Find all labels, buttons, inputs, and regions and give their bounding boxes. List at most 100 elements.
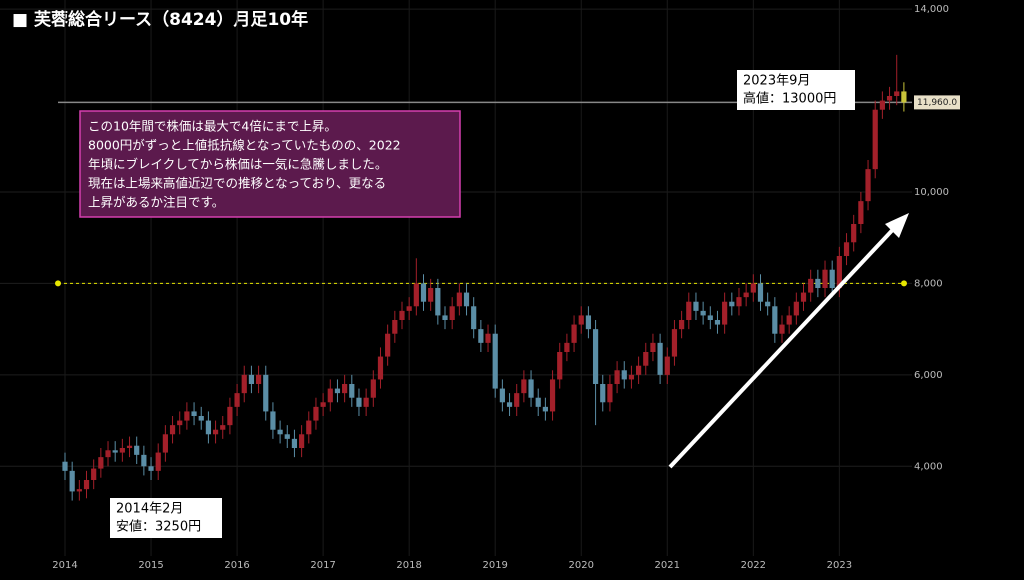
y-tick-label: 14,000 bbox=[914, 4, 949, 15]
candle-body bbox=[83, 480, 90, 490]
candle-body bbox=[62, 461, 68, 471]
candle-body bbox=[148, 466, 154, 471]
y-tick-label: 4,000 bbox=[914, 461, 943, 472]
candle-body bbox=[757, 283, 764, 302]
candle-body bbox=[420, 283, 427, 302]
candle-body bbox=[299, 434, 305, 448]
high-note-box bbox=[737, 70, 855, 110]
low-note-line: 2014年2月 bbox=[116, 502, 183, 517]
candle-body bbox=[836, 256, 842, 288]
x-tick-label: 2022 bbox=[741, 560, 766, 571]
note-line: この10年間で株価は最大で4倍にまで上昇。 bbox=[88, 119, 337, 134]
candle-body bbox=[743, 292, 749, 298]
candle-body bbox=[578, 315, 584, 325]
candle-body bbox=[549, 379, 556, 412]
candle-body bbox=[585, 315, 592, 330]
x-tick-label: 2019 bbox=[482, 560, 507, 571]
note-line: 現在は上場来高値近辺での推移となっており、更なる bbox=[88, 176, 386, 191]
candle-body bbox=[535, 397, 541, 407]
candle-body bbox=[248, 374, 255, 384]
candle-body bbox=[471, 306, 477, 330]
candle-body bbox=[349, 384, 355, 398]
price-label-box bbox=[914, 95, 960, 110]
candle-body bbox=[155, 452, 161, 471]
arrow-head bbox=[885, 213, 909, 238]
candle-body bbox=[707, 315, 713, 320]
candle-body bbox=[736, 297, 742, 307]
candle-body bbox=[220, 425, 226, 430]
candle-body bbox=[263, 374, 269, 412]
candle-body bbox=[750, 283, 756, 293]
x-tick-label: 2016 bbox=[224, 560, 249, 571]
candle-body bbox=[442, 315, 448, 320]
candle-body bbox=[227, 406, 233, 426]
candle-body bbox=[772, 306, 778, 334]
candle-body bbox=[212, 429, 219, 435]
candle-body bbox=[141, 454, 147, 467]
candle-body bbox=[729, 301, 735, 307]
candle-body bbox=[306, 420, 312, 435]
candle-body bbox=[492, 333, 498, 389]
candle-body bbox=[571, 324, 577, 343]
candle-body bbox=[234, 393, 240, 407]
candle-body bbox=[284, 434, 290, 439]
candle-body bbox=[485, 333, 491, 343]
candle-body bbox=[334, 388, 341, 394]
candle-body bbox=[700, 310, 706, 316]
candle-body bbox=[363, 397, 369, 407]
candle-body bbox=[779, 324, 785, 334]
candle-body bbox=[793, 301, 799, 316]
high-note-line: 高値：13000円 bbox=[743, 91, 836, 107]
candle-body bbox=[557, 352, 563, 380]
x-tick-label: 2014 bbox=[52, 560, 77, 571]
candle-body bbox=[435, 288, 441, 316]
candle-body bbox=[664, 356, 670, 375]
x-tick-label: 2015 bbox=[138, 560, 163, 571]
candle-body bbox=[514, 393, 520, 407]
candle-body bbox=[851, 224, 857, 243]
x-tick-label: 2017 bbox=[310, 560, 335, 571]
candle-body bbox=[679, 320, 685, 330]
y-tick-label: 6,000 bbox=[914, 370, 943, 381]
candle-body bbox=[177, 420, 183, 426]
candle-body bbox=[320, 402, 326, 407]
candle-body bbox=[528, 379, 534, 398]
candle-body bbox=[686, 301, 692, 320]
x-tick-label: 2021 bbox=[655, 560, 680, 571]
candle-body bbox=[184, 411, 190, 421]
candle-body bbox=[800, 292, 807, 302]
candle-body bbox=[428, 288, 434, 302]
candle-body bbox=[657, 342, 663, 375]
candle-body bbox=[478, 329, 484, 343]
note-line: 8000円がずっと上値抵抗線となっていたものの、2022 bbox=[88, 138, 401, 153]
candle-body bbox=[105, 450, 111, 458]
candle-body bbox=[815, 278, 821, 288]
candle-body bbox=[76, 489, 82, 492]
candle-body bbox=[456, 292, 462, 307]
candle-body bbox=[385, 333, 391, 357]
candle-body bbox=[650, 342, 656, 352]
candle-body bbox=[542, 406, 548, 412]
candle-body bbox=[621, 370, 627, 380]
candle-body bbox=[356, 397, 362, 407]
candle-body bbox=[628, 374, 635, 380]
candle-body bbox=[499, 388, 505, 403]
candle-body bbox=[370, 379, 376, 398]
candle-body bbox=[808, 278, 814, 293]
candle-body bbox=[607, 384, 613, 403]
x-tick-label: 2018 bbox=[396, 560, 421, 571]
candle-body bbox=[119, 448, 125, 453]
candle-body bbox=[91, 468, 97, 480]
candle-body bbox=[291, 438, 298, 448]
y-tick-label: 8,000 bbox=[914, 278, 943, 289]
candle-body bbox=[162, 434, 168, 453]
candle-body bbox=[169, 425, 176, 435]
candle-body bbox=[277, 429, 283, 435]
chart-title: ■ 芙蓉総合リース（8424）月足10年 bbox=[12, 9, 308, 30]
candle-body bbox=[327, 388, 333, 403]
candle-body bbox=[901, 91, 907, 103]
candle-body bbox=[879, 100, 885, 110]
candle-body bbox=[886, 96, 893, 101]
